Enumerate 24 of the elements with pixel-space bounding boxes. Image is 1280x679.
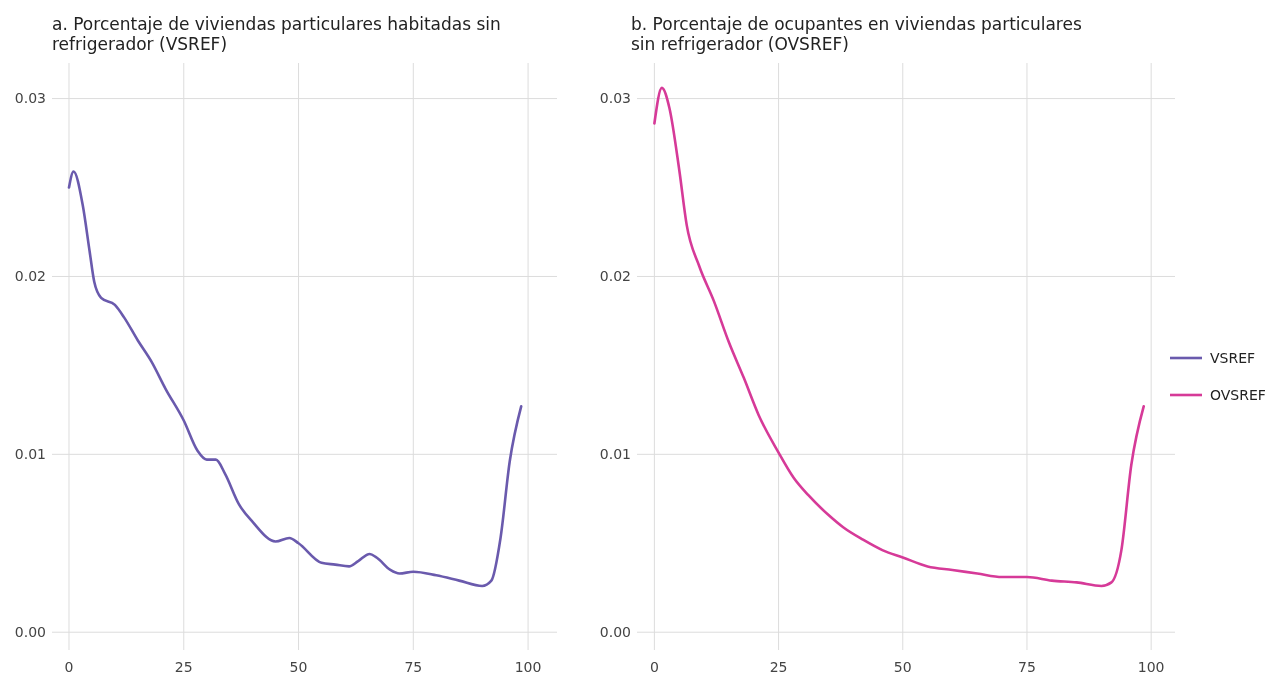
y-tick-label: 0.00 — [14, 624, 46, 641]
x-tick-label: 75 — [404, 659, 423, 675]
y-tick-label: 0.01 — [599, 446, 631, 463]
x-tick-label: 100 — [514, 659, 542, 675]
x-tick-label: 25 — [769, 659, 788, 675]
y-tick-label: 0.03 — [14, 90, 46, 107]
x-tick-label: 50 — [893, 659, 912, 675]
line-series — [653, 86, 1145, 588]
y-tick-label: 0.00 — [599, 624, 631, 641]
y-tick-label: 0.02 — [14, 268, 46, 285]
x-tick-label: 25 — [174, 659, 193, 675]
y-tick-label: 0.01 — [14, 446, 46, 463]
legend-label: OVSREF — [1210, 386, 1266, 403]
x-tick-label: 75 — [1018, 659, 1036, 675]
chart-title: b. Porcentaje de ocupantes en viviendas particulares sin refrigerador (OVSREF) — [631, 14, 1082, 54]
line-series — [67, 170, 523, 588]
x-tick-label: 100 — [1137, 659, 1165, 675]
legend-label: VSREF — [1210, 349, 1256, 366]
x-tick-label: 0 — [64, 659, 74, 675]
x-tick-label: 50 — [289, 659, 308, 675]
y-tick-label: 0.02 — [599, 268, 631, 285]
chart-title: a. Porcentaje de viviendas particulares habitadas sin refrigerador (VSREF) — [52, 14, 501, 54]
y-tick-label: 0.03 — [599, 90, 631, 107]
x-tick-label: 0 — [649, 659, 659, 675]
